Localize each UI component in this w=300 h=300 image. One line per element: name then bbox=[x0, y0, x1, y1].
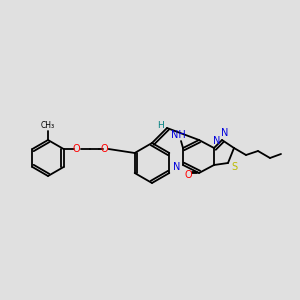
Text: O: O bbox=[73, 144, 80, 154]
Text: N: N bbox=[221, 128, 229, 138]
Text: N: N bbox=[213, 136, 221, 146]
Text: H: H bbox=[157, 121, 164, 130]
Text: NH: NH bbox=[171, 130, 185, 140]
Text: N: N bbox=[173, 162, 181, 172]
Text: O: O bbox=[101, 144, 108, 154]
Text: S: S bbox=[231, 162, 237, 172]
Text: O: O bbox=[184, 170, 192, 180]
Text: CH₃: CH₃ bbox=[41, 122, 55, 130]
